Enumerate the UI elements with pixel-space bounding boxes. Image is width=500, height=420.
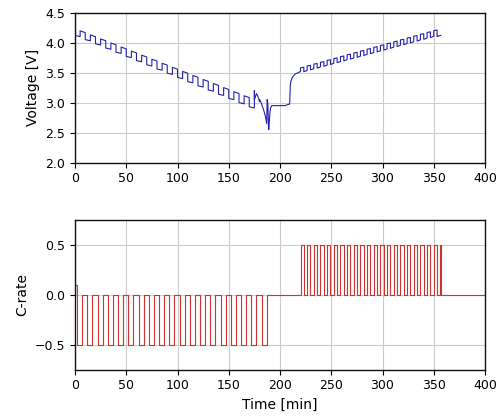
X-axis label: Time [min]: Time [min] bbox=[242, 398, 318, 412]
Y-axis label: Voltage [V]: Voltage [V] bbox=[26, 49, 40, 126]
Y-axis label: C-rate: C-rate bbox=[15, 273, 29, 316]
